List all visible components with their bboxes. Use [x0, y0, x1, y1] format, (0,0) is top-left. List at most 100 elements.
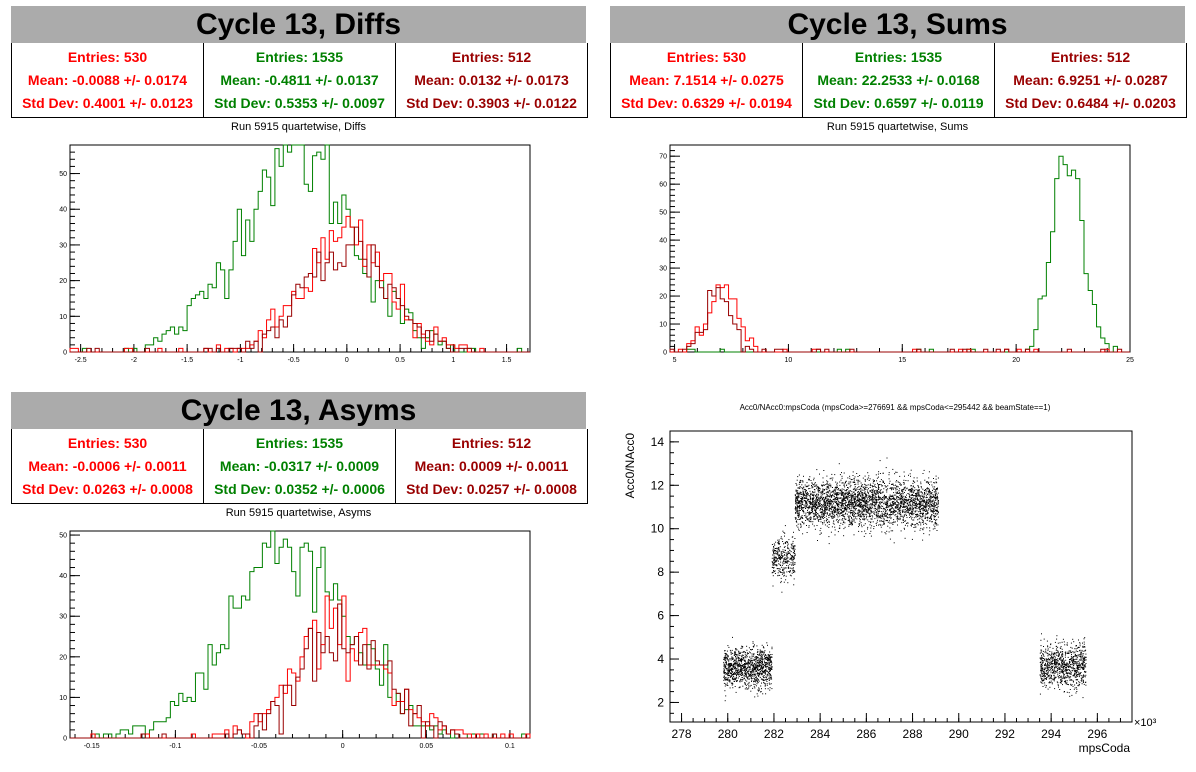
scatter-point	[759, 671, 761, 672]
scatter-point	[903, 521, 904, 523]
scatter-point	[812, 503, 813, 505]
scatter-point	[847, 520, 849, 522]
y-tick-label: 20	[59, 278, 67, 285]
scatter-point	[772, 554, 774, 556]
scatter-point	[724, 672, 726, 674]
scatter-point	[858, 486, 860, 487]
scatter-point	[787, 557, 789, 559]
scatter-point	[900, 498, 902, 500]
scatter-point	[900, 514, 902, 515]
scatter-point	[772, 571, 774, 573]
scatter-point	[756, 664, 757, 666]
scatter-point	[935, 478, 937, 480]
scatter-point	[881, 492, 883, 494]
scatter-point	[723, 668, 725, 670]
scatter-point	[763, 646, 764, 648]
scatter-point	[752, 668, 754, 670]
scatter-point	[856, 498, 858, 500]
y-tick-label: 60	[659, 182, 667, 189]
scatter-point	[788, 561, 790, 563]
scatter-point	[936, 488, 938, 490]
scatter-point	[922, 473, 924, 474]
scatter-point	[935, 524, 937, 526]
scatter-point	[855, 483, 857, 485]
scatter-point	[890, 511, 892, 512]
scatter-point	[877, 491, 879, 493]
scatter-point	[927, 509, 929, 511]
scatter-point	[883, 488, 885, 490]
scatter-point	[775, 561, 777, 563]
scatter-point	[757, 677, 759, 679]
scatter-point	[831, 473, 833, 475]
scatter-point	[906, 516, 908, 518]
scatter-point	[798, 506, 800, 507]
scatter-point	[925, 501, 927, 503]
scatter-point	[890, 504, 892, 506]
scatter-point	[753, 678, 755, 679]
scatter-point	[733, 660, 735, 662]
scatter-point	[750, 690, 752, 692]
scatter-point	[810, 501, 812, 503]
scatter-point	[724, 690, 726, 692]
scatter-point	[860, 488, 862, 490]
scatter-point	[861, 503, 863, 505]
series-darkred-histogram	[669, 287, 1130, 353]
scatter-point	[874, 495, 876, 497]
scatter-point	[735, 670, 737, 672]
scatter-point	[919, 509, 921, 511]
scatter-point	[806, 503, 808, 505]
scatter-point	[742, 668, 744, 670]
scatter-point	[806, 499, 808, 501]
scatter-point	[864, 506, 866, 508]
scatter-point	[843, 497, 845, 499]
scatter-point	[900, 494, 902, 496]
entries-text: Entries: 530	[666, 49, 747, 66]
scatter-point	[849, 490, 851, 492]
scatter-point	[753, 658, 755, 660]
scatter-point	[811, 507, 812, 509]
scatter-point	[932, 505, 934, 507]
scatter-point	[847, 497, 849, 499]
scatter-point	[868, 508, 870, 510]
scatter-point	[730, 653, 732, 655]
scatter-point	[865, 506, 867, 508]
scatter-point	[791, 559, 793, 561]
scatter-point	[759, 665, 761, 667]
scatter-point	[933, 482, 935, 484]
scatter-point	[863, 516, 865, 518]
scatter-point	[924, 518, 926, 519]
scatter-point	[863, 508, 865, 510]
scatter-point	[844, 502, 846, 504]
scatter-point	[886, 512, 888, 514]
scatter-point	[883, 495, 885, 497]
scatter-point	[832, 506, 834, 508]
scatter-point	[750, 671, 751, 673]
scatter-point	[923, 496, 925, 498]
scatter-point	[751, 680, 752, 682]
scatter-point	[893, 498, 895, 500]
scatter-point	[739, 671, 741, 673]
scatter-point	[820, 495, 822, 497]
scatter-point	[751, 664, 753, 666]
scatter-point	[859, 510, 861, 512]
scatter-point	[752, 641, 754, 643]
scatter-point	[860, 504, 861, 506]
scatter-point	[734, 663, 736, 665]
scatter-point	[854, 500, 856, 502]
scatter-point	[857, 480, 859, 482]
scatter-point	[842, 511, 843, 513]
scatter-point	[915, 503, 916, 505]
scatter-point	[857, 494, 859, 496]
scatter-point	[851, 504, 853, 506]
scatter-point	[878, 524, 879, 526]
scatter-point	[862, 506, 864, 508]
scatter-point	[723, 671, 725, 673]
scatter-point	[910, 505, 912, 506]
scatter-point	[843, 514, 845, 515]
scatter-point	[830, 531, 832, 533]
scatter-point	[725, 657, 727, 659]
scatter-point	[872, 495, 874, 497]
scatter-point	[928, 477, 930, 479]
scatter-point	[933, 491, 935, 493]
scatter-point	[744, 669, 746, 671]
